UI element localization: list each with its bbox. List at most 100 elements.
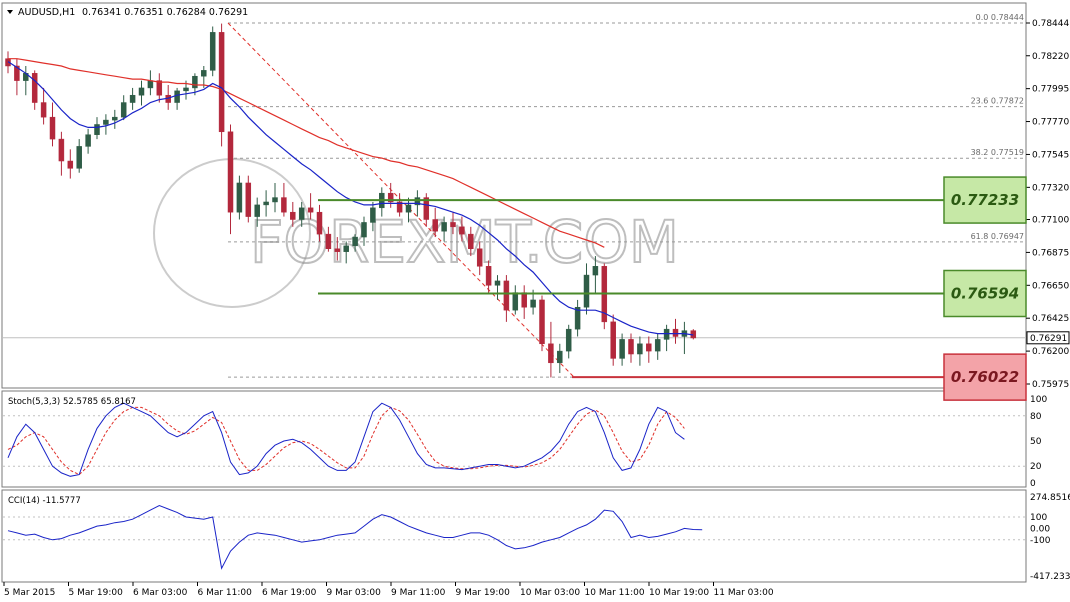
fib-level-label: 38.2 0.77519	[971, 148, 1024, 157]
price-tick-label: 0.77320	[1032, 183, 1069, 193]
candle-body	[201, 70, 207, 77]
current-price-box	[1026, 331, 1070, 345]
header-symbol: AUDUSD,H1	[18, 7, 75, 18]
candle-body	[565, 328, 572, 352]
candle-body	[387, 192, 394, 203]
time-tick-label: 5 Mar 2015	[4, 588, 55, 598]
candle-body	[218, 32, 225, 133]
candle-body	[334, 248, 341, 252]
price-axis: 0.78444 0.78220 0.77995 0.77770 0.77545 0.773…	[1026, 19, 1069, 390]
time-tick-label: 6 Mar 03:00	[133, 588, 188, 598]
dropdown-arrow-icon[interactable]	[7, 10, 13, 14]
cci-tick-label: 0.00	[1030, 524, 1050, 534]
candle-body	[307, 207, 314, 213]
time-tick-label: 10 Mar 19:00	[649, 588, 709, 598]
time-tick-label: 11 Mar 03:00	[714, 588, 774, 598]
time-axis: 5 Mar 2015 5 Mar 19:00 6 Mar 03:00 6 Mar 11…	[3, 582, 774, 598]
candle-body	[67, 160, 74, 169]
cci-tick-label: 100	[1030, 513, 1047, 523]
stoch-tick-label: 50	[1030, 437, 1042, 447]
candle-body	[227, 131, 234, 213]
stoch-tick-label: 100	[1030, 395, 1047, 405]
candle-body	[40, 102, 47, 118]
price-tick-label: 0.76650	[1032, 281, 1069, 291]
candle-body	[14, 65, 20, 81]
candle-body	[58, 138, 65, 162]
candle-body	[290, 211, 296, 220]
candle-body	[112, 116, 118, 121]
current-price-label: 0.76291	[1030, 334, 1067, 344]
candle-body	[138, 87, 145, 96]
cci-tick-label: -100	[1030, 536, 1051, 546]
candle-body	[503, 280, 510, 311]
candle-body	[352, 236, 358, 247]
candle-body	[663, 328, 670, 340]
stoch-main-line	[7, 402, 685, 477]
candle-body	[583, 274, 590, 308]
candle-body	[209, 32, 216, 71]
candle-body	[361, 222, 367, 238]
candle-body	[432, 219, 438, 232]
time-tick-label: 10 Mar 03:00	[520, 588, 580, 598]
time-tick-label: 9 Mar 11:00	[391, 588, 446, 598]
stoch-label: Stoch(5,3,3) 52.5785 65.8167	[8, 397, 136, 407]
stoch-tick-label: 0	[1030, 479, 1036, 489]
candle-body	[129, 94, 136, 103]
candle-body	[281, 197, 287, 213]
time-tick-label: 5 Mar 19:00	[69, 588, 124, 598]
cci-tick-label: 274.8516	[1030, 493, 1070, 503]
candle-body	[156, 80, 163, 96]
candle-body	[120, 102, 127, 118]
candle-body	[147, 80, 154, 89]
time-tick-label: 10 Mar 11:00	[585, 588, 645, 598]
candle-body	[530, 299, 536, 308]
candle-body	[672, 328, 679, 337]
time-tick-label: 6 Mar 11:00	[198, 588, 253, 598]
candle-body	[396, 201, 403, 213]
candle-body	[76, 146, 82, 169]
price-tick-label: 0.77995	[1032, 85, 1069, 95]
price-tick-label: 0.76875	[1032, 248, 1069, 258]
candle-body	[468, 233, 474, 250]
cci-panel-border	[1, 489, 1027, 583]
candle-body	[423, 197, 430, 220]
time-tick-label: 6 Mar 19:00	[262, 588, 317, 598]
fib-level-label: 0.0 0.78444	[976, 13, 1024, 22]
candle-body	[183, 87, 189, 92]
cci-label: CCI(14) -11.5777	[8, 496, 81, 506]
candle-body	[476, 248, 483, 267]
candle-body	[654, 339, 661, 352]
candle-body	[646, 343, 652, 352]
price-tick-label: 0.77770	[1032, 118, 1069, 128]
badge-box-0.77233	[943, 176, 1027, 224]
candle-body	[85, 134, 91, 147]
candle-body	[31, 73, 38, 103]
candle-body	[245, 182, 252, 217]
stoch-panel-border	[1, 390, 1027, 488]
badge-value: 0.76022	[951, 368, 1019, 386]
candle-body	[619, 339, 625, 359]
candle-body	[610, 321, 616, 359]
badge-box-0.76594	[943, 269, 1027, 318]
candle-body	[236, 182, 243, 213]
candle-body	[414, 197, 421, 206]
candle-body	[592, 266, 599, 276]
price-tick-label: 0.78444	[1032, 19, 1069, 29]
cci-tick-label: -417.2334	[1030, 572, 1070, 582]
price-tick-label: 0.75975	[1032, 380, 1069, 390]
candle-body	[548, 343, 554, 364]
candle-body	[343, 245, 349, 252]
candle-body	[628, 339, 634, 355]
candle-body	[459, 226, 465, 235]
stochastic-panel: 100 80 50 20 0	[3, 395, 1047, 489]
slow-ma-line	[8, 58, 605, 248]
chart-header: AUDUSD,H1 0.76341 0.76351 0.76284 0.7629…	[7, 7, 248, 18]
price-tick-label: 0.76200	[1032, 347, 1069, 357]
time-tick-label: 9 Mar 19:00	[456, 588, 511, 598]
candle-body	[192, 75, 198, 89]
price-tick-label: 0.76425	[1032, 314, 1069, 324]
candle-body	[441, 222, 447, 232]
